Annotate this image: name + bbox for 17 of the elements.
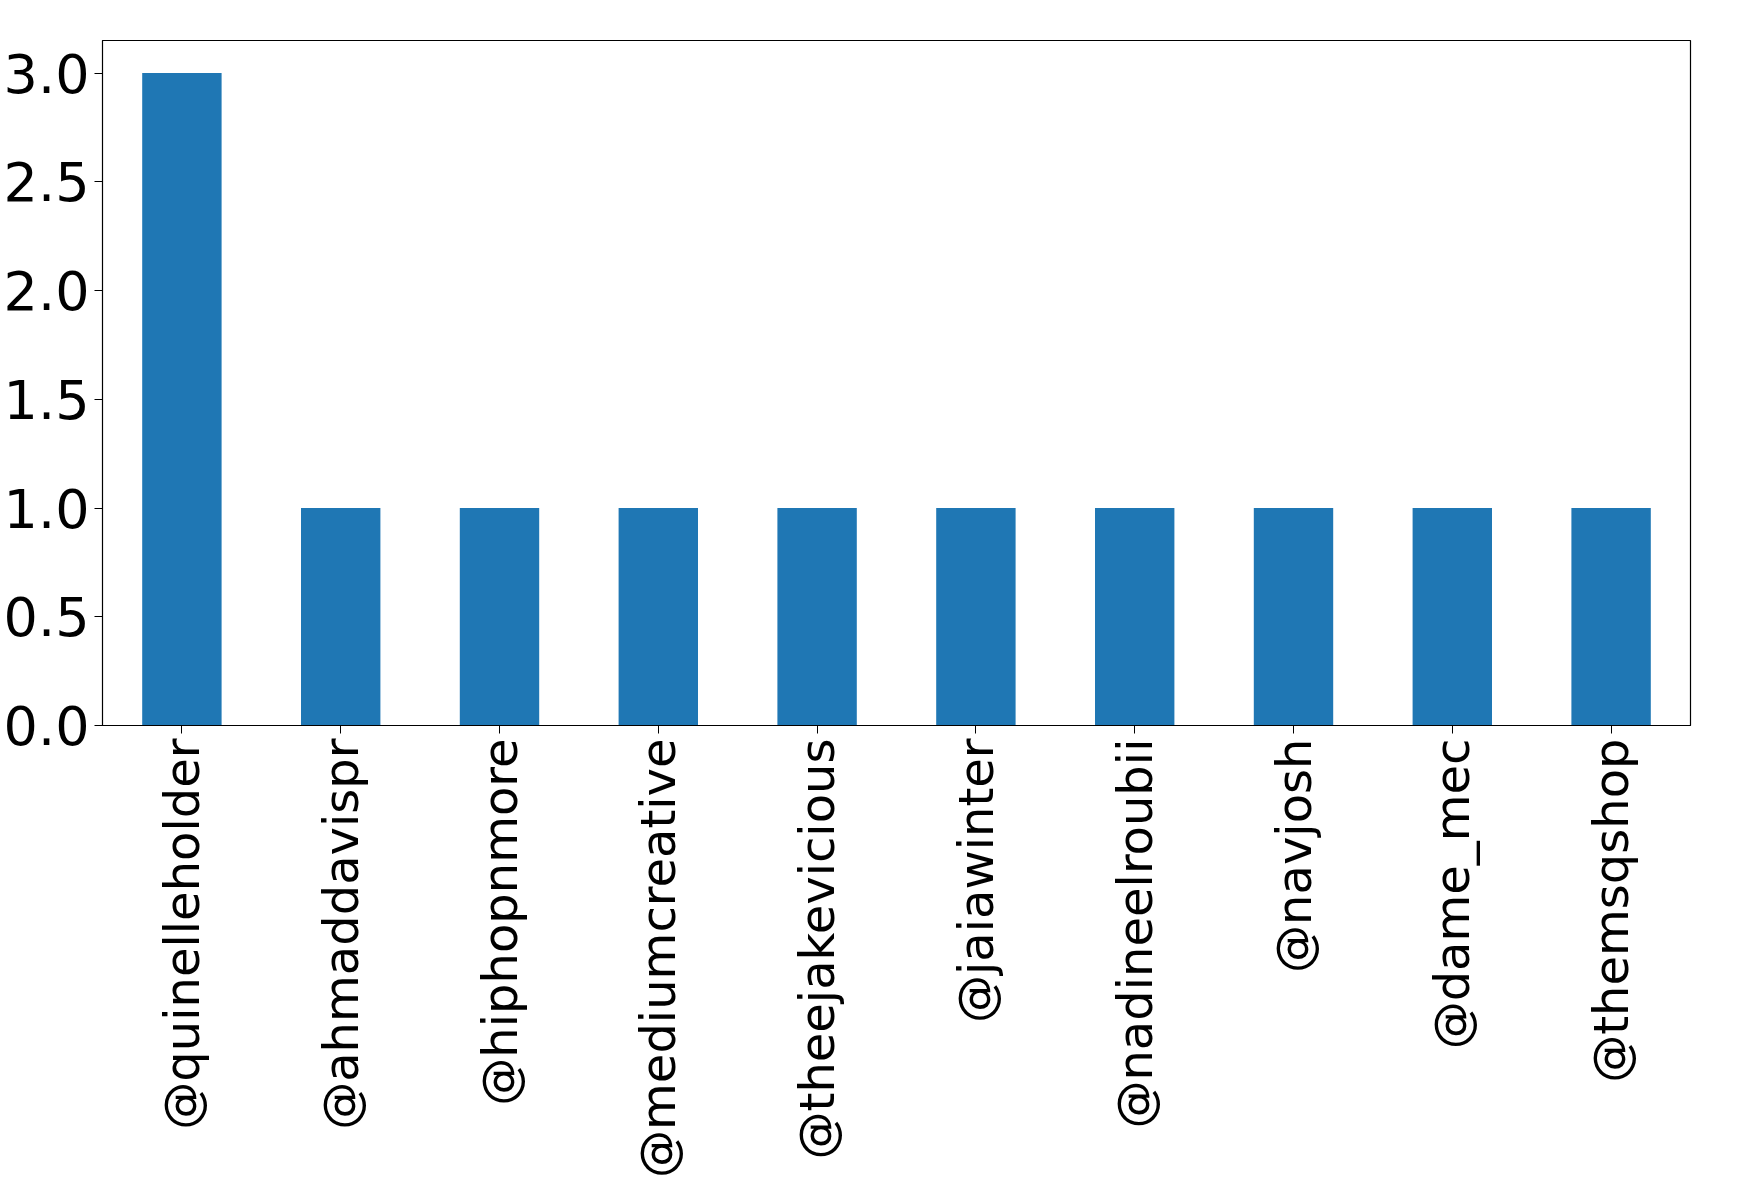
x-tick-label: @hiphopnmore xyxy=(471,738,528,1106)
y-tick-label: 1.0 xyxy=(3,477,90,541)
y-tick-label: 2.5 xyxy=(3,151,90,215)
x-tick-label: @quinelleholder xyxy=(153,738,210,1130)
x-tick-label: @navjosh xyxy=(1265,738,1322,973)
x-tick-label: @mediumcreative xyxy=(630,738,687,1178)
x-tick-label: @theejakevicious xyxy=(789,738,846,1160)
x-tick-label: @ahmaddavispr xyxy=(312,738,369,1130)
x-tick-label: @jaiawinter xyxy=(947,738,1004,1024)
y-tick-label: 2.0 xyxy=(3,260,90,324)
y-tick-label: 0.5 xyxy=(3,586,90,650)
y-tick-label: 0.0 xyxy=(3,695,90,758)
x-tick-label: @themsqshop xyxy=(1583,738,1640,1083)
y-tick-label: 3.0 xyxy=(3,42,90,106)
x-tick-label: @nadineelroubii xyxy=(1106,738,1163,1129)
y-tick-label: 1.5 xyxy=(3,368,90,432)
x-tick-label: @dame_mec xyxy=(1424,738,1481,1050)
